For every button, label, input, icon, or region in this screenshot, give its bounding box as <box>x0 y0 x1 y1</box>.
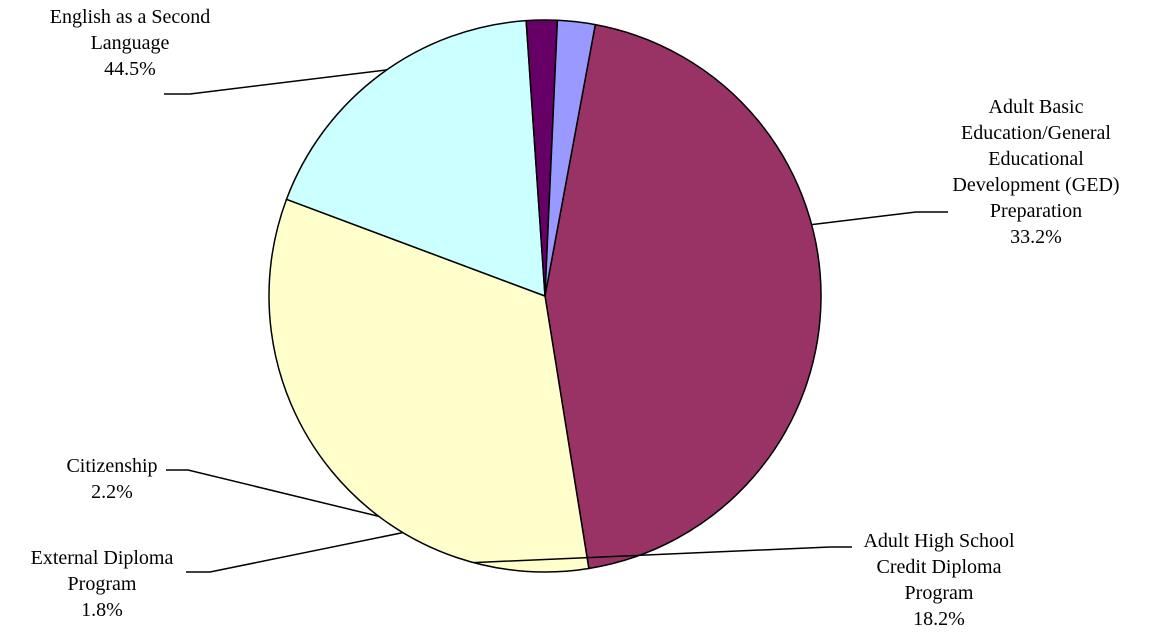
data-label-value: 44.5% <box>104 58 156 80</box>
slice-abe-ged-preparation <box>268 198 590 573</box>
slice-adult-high-school <box>285 19 546 297</box>
slice-citizenship <box>544 19 597 297</box>
leader-line <box>473 546 852 564</box>
pie-slices <box>268 19 822 573</box>
leader-lines <box>164 69 948 573</box>
data-label-name: Citizenship <box>66 455 158 477</box>
data-label-citizenship: Citizenship 2.2% <box>22 453 202 505</box>
leader-line <box>811 211 948 226</box>
data-label-value: 33.2% <box>1010 226 1062 248</box>
data-label-value: 2.2% <box>91 481 133 503</box>
data-label-name: English as a Second Language <box>49 6 211 54</box>
data-label-name: External Diploma Program <box>30 547 174 595</box>
data-label-name: Adult Basic Education/General Educational D… <box>952 96 1120 222</box>
data-label-adult-high-school: Adult High School Credit Diploma Program 1… <box>826 528 1052 632</box>
data-label-value: 18.2% <box>913 608 965 630</box>
data-label-abe-ged-preparation: Adult Basic Education/General Educational D… <box>918 94 1154 250</box>
leader-line <box>166 469 380 518</box>
leader-line <box>164 69 387 95</box>
data-label-external-diploma: External Diploma Program 1.8% <box>2 545 202 623</box>
data-label-name: Adult High School Credit Diploma Program <box>863 530 1015 604</box>
data-label-value: 1.8% <box>81 599 123 621</box>
slice-english-second-language <box>544 23 822 570</box>
leader-line <box>186 531 403 573</box>
data-label-english-second-language: English as a Second Language 44.5% <box>10 4 250 82</box>
